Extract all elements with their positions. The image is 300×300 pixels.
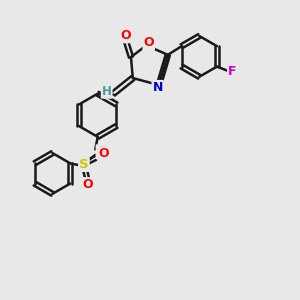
Text: O: O bbox=[82, 178, 93, 191]
Text: F: F bbox=[228, 64, 236, 78]
Text: O: O bbox=[120, 29, 131, 42]
Text: N: N bbox=[152, 81, 163, 94]
Text: S: S bbox=[79, 158, 89, 171]
Text: H: H bbox=[102, 85, 112, 98]
Text: O: O bbox=[97, 145, 107, 158]
Text: O: O bbox=[98, 147, 109, 160]
Text: O: O bbox=[143, 36, 154, 50]
